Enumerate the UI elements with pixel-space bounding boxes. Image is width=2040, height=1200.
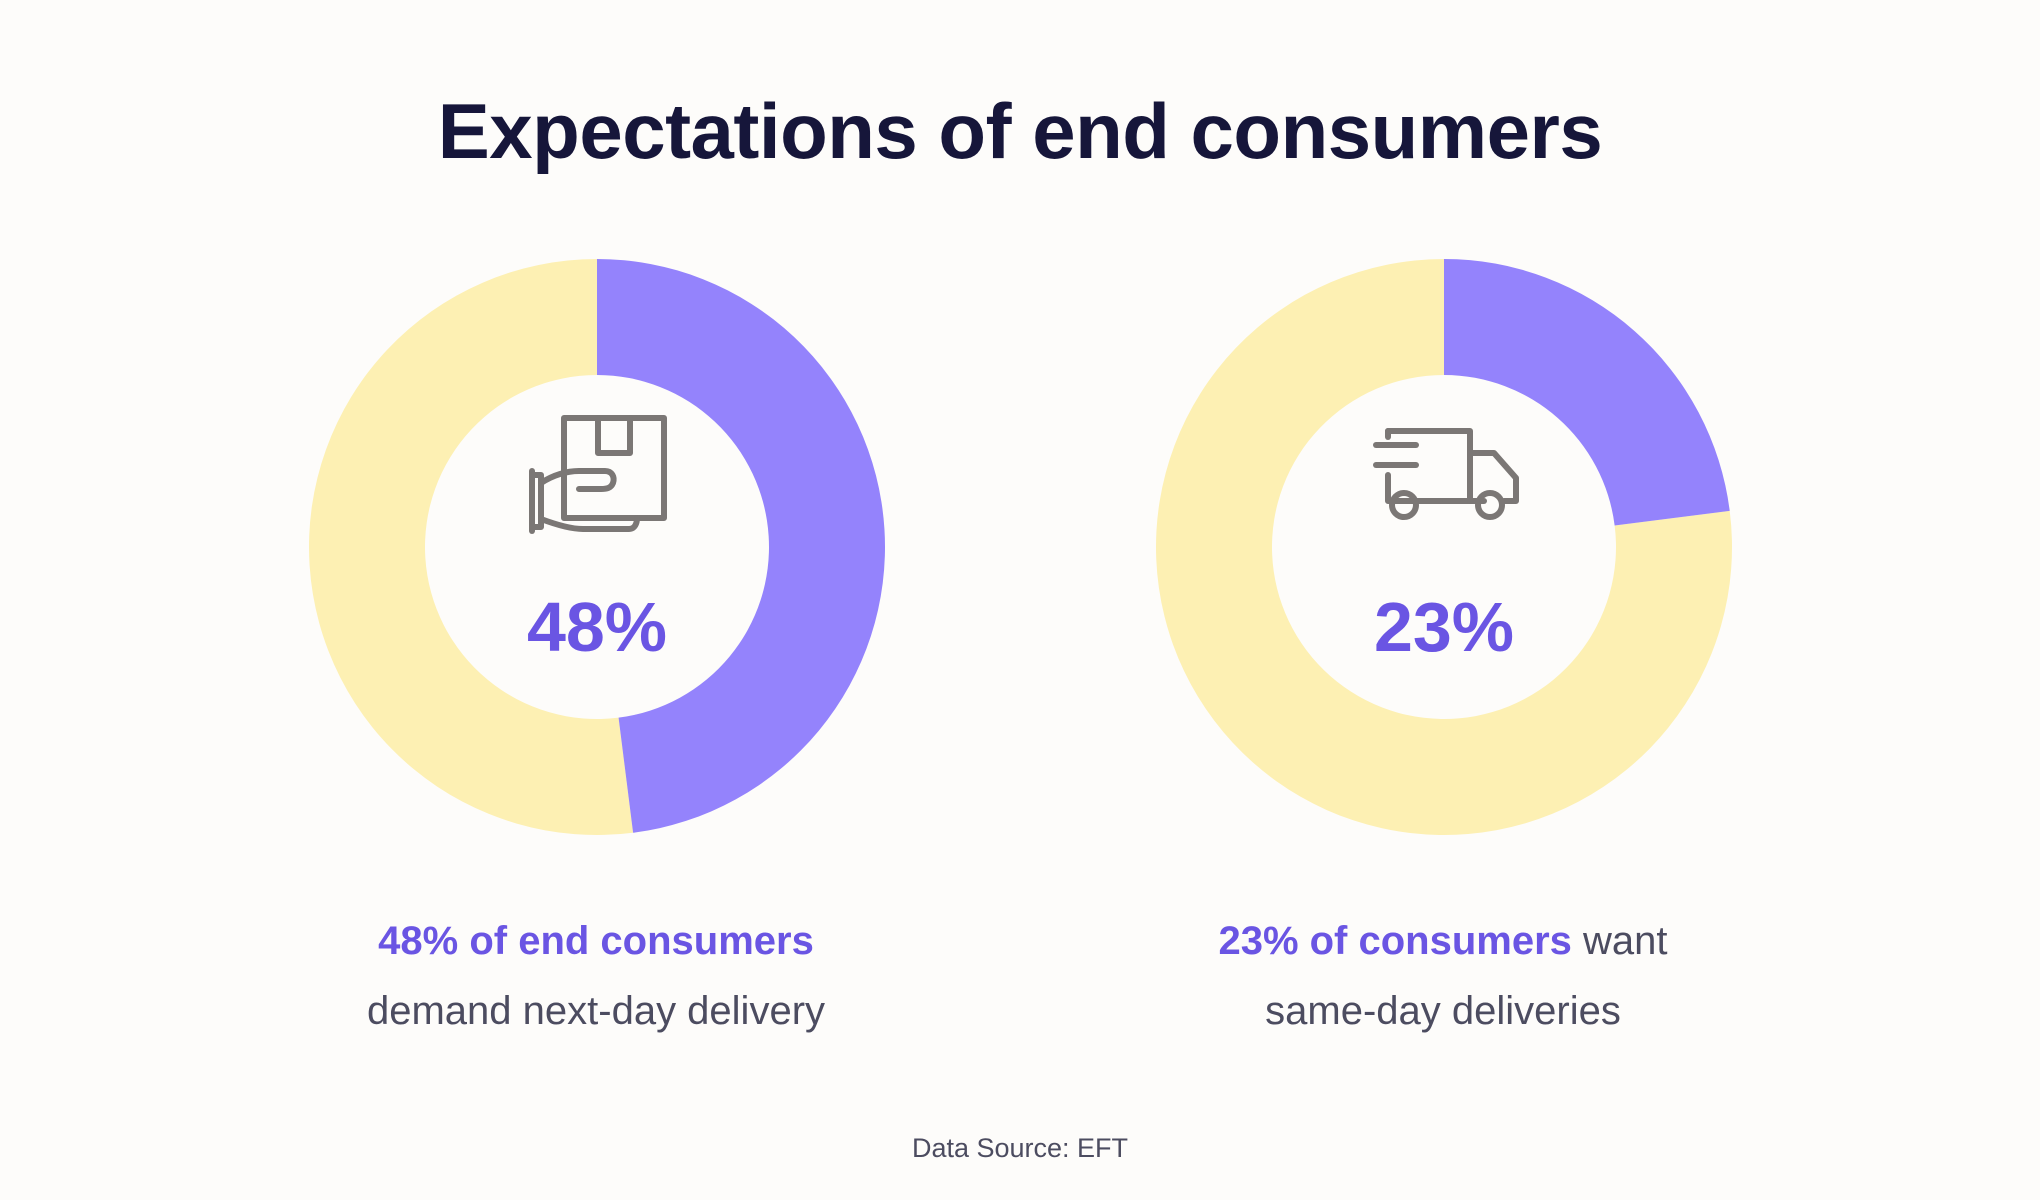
data-source-note: Data Source: EFT: [911, 1133, 1129, 1163]
donut-percent-label: 23%: [1373, 588, 1515, 666]
donut-chart-next-day: 48%: [297, 247, 897, 847]
caption-rest: demand next-day delivery: [366, 989, 826, 1033]
donut-percent-label: 48%: [526, 588, 668, 666]
page-title: Expectations of end consumers: [437, 87, 1603, 175]
donut-remainder-segment: [1156, 259, 1732, 835]
caption-highlight: 23% of consumers: [1218, 919, 1572, 963]
donut-svg-same-day: [1156, 259, 1732, 835]
caption-rest-inline: want: [1571, 919, 1668, 963]
donut-svg-next-day: [309, 259, 886, 835]
caption-rest: same-day deliveries: [1265, 989, 1621, 1033]
caption-same-day: 23% of consumers want same-day deliverie…: [1093, 906, 1793, 1046]
donut-chart-same-day: 23%: [1144, 247, 1744, 847]
delivery-truck-icon: [1373, 428, 1519, 520]
caption-next-day: 48% of end consumers demand next-day del…: [246, 906, 946, 1046]
caption-highlight: 48% of end consumers: [378, 919, 814, 963]
donut-remainder-segment: [309, 259, 634, 835]
package-in-hand-icon: [529, 415, 667, 534]
donut-value-segment: [597, 259, 886, 833]
donut-value-segment: [1444, 259, 1730, 526]
